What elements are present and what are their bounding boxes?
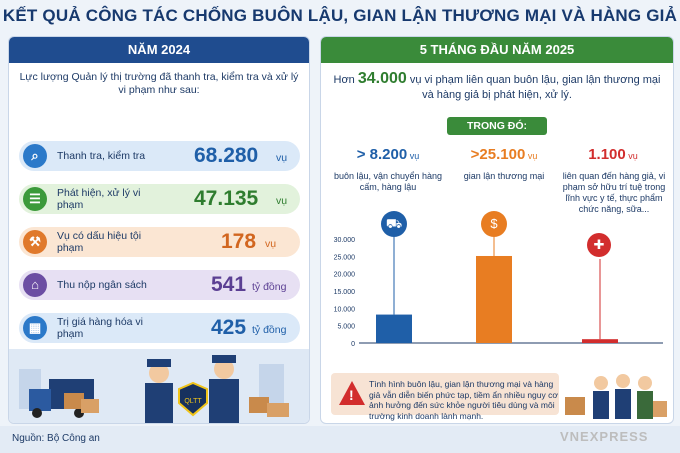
panel-2024: NĂM 2024 Lực lượng Quản lý thị trường đã… [8,36,310,424]
source-text: Nguồn: Bộ Công an [12,433,100,444]
truck-ban-icon: ⛟ [381,211,407,237]
panel-2025-header: 5 THÁNG ĐẦU NĂM 2025 [321,37,673,63]
checklist-icon: ☰ [23,187,47,211]
panel-2024-header: NĂM 2024 [9,37,309,63]
item-fraud: >25.100 vụ [449,146,559,163]
warning-icon [339,381,365,405]
panel-2024-intro: Lực lượng Quản lý thị trường đã thanh tr… [19,71,299,96]
magnifier-shield-icon: ⌕ [23,144,47,168]
stat-row-goods-value: ▦ Trị giá hàng hóa vi phạm 425 tỷ đồng [19,313,300,343]
y-tick-label: 25.000 [334,254,356,261]
page-title: KẾT QUẢ CÔNG TÁC CHỐNG BUÔN LẬU, GIAN LẬ… [2,6,678,25]
warning-text: Tình hình buôn lậu, gian lận thương mại … [369,379,558,421]
qltt-badge: QLTT [184,398,202,405]
stat-unit: tỷ đồng [252,281,287,293]
stat-row-violations: ☰ Phát hiện, xử lý vi phạm 47.135 vụ [19,184,300,214]
footer-bar [0,426,680,453]
officers-goods-illustration [565,374,667,419]
y-tick-label: 30.000 [334,237,356,244]
stat-label: Phát hiện, xử lý vi phạm [57,187,141,211]
item-desc: gian lận thương mại [463,171,545,181]
medicine-icon: ✚ [587,233,611,257]
stat-label: Thu nộp ngân sách [57,279,147,291]
stat-label: Trị giá hàng hóa vi phạm [57,316,143,340]
y-tick-label: 10.000 [334,306,356,313]
stat-row-criminal: ⚒ Vụ có dấu hiệu tội phạm 178 vụ [19,227,300,257]
stat-unit: tỷ đồng [252,324,287,336]
y-tick-label: 15.000 [334,289,356,296]
officers-illustration: QLTT [9,349,309,423]
item-unit: vụ [409,151,420,161]
item-counterfeit: 1.100 vụ [557,146,669,163]
y-tick-label: 20.000 [334,272,356,279]
item-desc: liên quan đến hàng giả, vi phạm sở hữu t… [562,171,666,214]
stat-row-budget: ⌂ Thu nộp ngân sách 541 tỷ đồng [19,270,300,300]
brand-logo: VNEXPRESS [560,429,649,444]
item-value: 1.100 [588,146,626,163]
panel-2025-intro: Hơn 34.000 vụ vi phạm liên quan buôn lậu… [331,71,663,103]
panel-2025: 5 THÁNG ĐẦU NĂM 2025 Hơn 34.000 vụ vi ph… [320,36,674,424]
stat-label: Thanh tra, kiểm tra [57,150,146,162]
stat-value: 541 [211,273,247,296]
bar [582,339,618,343]
bank-icon: ⌂ [23,273,47,297]
stat-value: 178 [221,230,257,253]
boxes-icon: ▦ [23,316,47,340]
cases-bar-chart: 30.000 25.000 20.000 15.000 10.000 5.000 0 [334,237,663,348]
stat-value: 47.135 [194,187,259,210]
stat-row-inspection: ⌕ Thanh tra, kiểm tra 68.280 vụ [19,141,300,171]
warning-exclamation: ! [349,387,354,403]
stat-unit: vụ [265,238,277,250]
item-unit: vụ [628,151,638,161]
item-desc: buôn lậu, vận chuyển hàng cấm, hàng lậu [333,171,443,192]
trong-do-label: TRONG ĐÓ: [447,117,547,135]
bar [476,255,512,343]
stat-unit: vụ [276,195,288,207]
y-tick-label: 0 [351,341,355,348]
stat-value: 425 [211,316,247,339]
intro-number: 34.000 [357,70,407,87]
stat-label: Vụ có dấu hiệu tội phạm [57,230,142,254]
y-tick-label: 5.000 [337,324,355,331]
bar [376,314,412,343]
intro-text: vụ vi phạm liên quan buôn lậu, gian lận … [409,74,661,101]
item-value: >25.100 [470,146,526,163]
warning-box [331,373,559,415]
stat-unit: vụ [276,152,288,164]
intro-prefix: Hơn [333,74,355,86]
item-unit: vụ [527,151,538,161]
item-smuggling: > 8.200 vụ [333,146,443,163]
stat-value: 68.280 [194,144,259,167]
gavel-icon: ⚒ [23,230,47,254]
item-value: > 8.200 [356,146,408,163]
cart-dollar-icon: $ [481,211,507,237]
